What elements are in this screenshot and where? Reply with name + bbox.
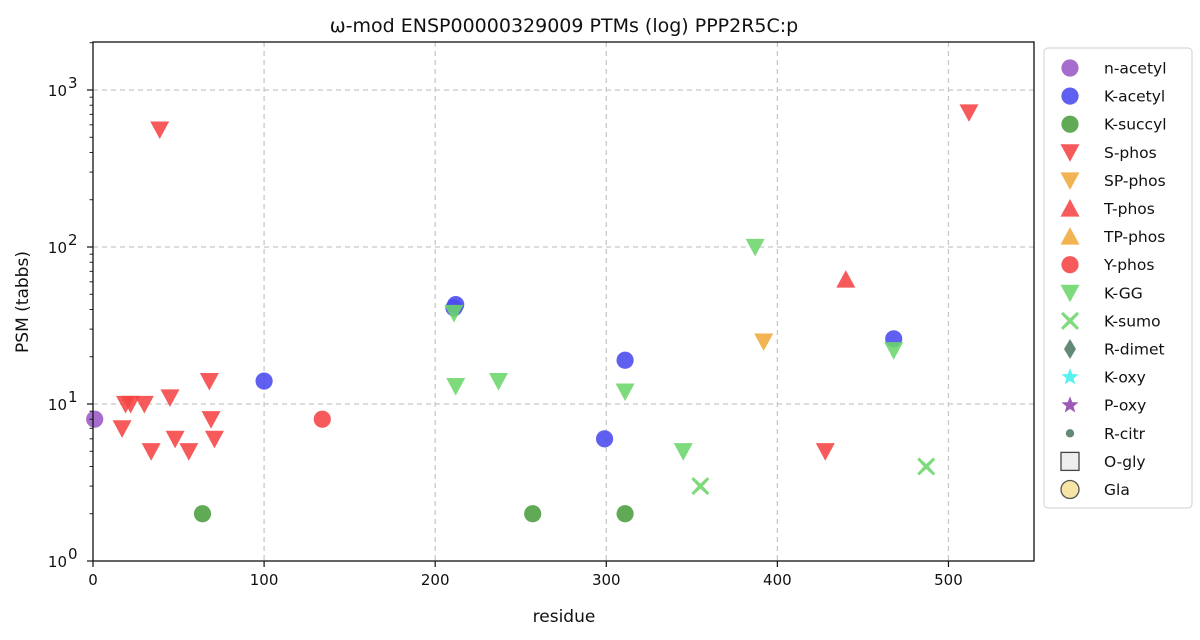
data-point-Y-phos: [313, 410, 331, 428]
x-tick-label: 400: [763, 571, 792, 589]
legend-marker-K-oxy: [1061, 368, 1079, 385]
data-point-S-phos: [160, 389, 180, 408]
grid-lines: [93, 42, 1034, 561]
data-point-S-phos: [141, 443, 161, 461]
data-point-T-phos: [836, 270, 856, 288]
data-point-K-sumo: [917, 457, 936, 476]
data-point-K-acetyl: [255, 372, 273, 390]
legend-label: K-sumo: [1104, 312, 1161, 330]
data-point-S-phos: [179, 443, 199, 461]
legend-marker-R-dimet: [1064, 339, 1076, 359]
legend-marker-Gla: [1060, 479, 1080, 500]
legend-label: n-acetyl: [1104, 60, 1167, 78]
legend-marker-P-oxy: [1061, 396, 1079, 413]
legend-label: P-oxy: [1104, 397, 1146, 415]
legend-label: K-succyl: [1104, 116, 1167, 134]
x-tick-label: 200: [421, 571, 450, 589]
legend-marker-n-acetyl: [1061, 59, 1079, 77]
data-point-K-acetyl: [595, 430, 614, 448]
data-point-SP-phos: [754, 333, 774, 352]
data-point-K-GG: [444, 304, 464, 323]
legend-marker-K-acetyl: [1061, 87, 1079, 105]
x-tick-label: 100: [250, 571, 279, 589]
data-point-K-GG: [884, 342, 904, 360]
legend-label: R-dimet: [1104, 341, 1165, 359]
legend-label: TP-phos: [1103, 228, 1165, 246]
legend-items: n-acetyl K-acetyl K-succyl S-phos SP-phos T-p…: [1060, 59, 1167, 500]
legend-label: S-phos: [1104, 144, 1157, 162]
legend-marker-SP-phos: [1060, 172, 1080, 190]
data-point-S-phos: [199, 372, 219, 391]
data-point-K-succyl: [524, 505, 542, 523]
y-tick-label: 10: [48, 82, 67, 100]
y-tick-label: 10: [48, 239, 67, 257]
x-axis-label: residue: [533, 607, 596, 627]
legend-marker-R-citr: [1065, 429, 1075, 438]
y-axis-label: PSM (tabbs): [13, 251, 33, 353]
plot-area-frame: [92, 41, 1035, 562]
data-point-K-sumo: [691, 477, 710, 496]
legend-marker-K-sumo: [1061, 311, 1079, 330]
y-tick-label: 10: [48, 396, 67, 414]
legend-label: R-citr: [1104, 425, 1146, 443]
data-point-K-GG: [615, 383, 635, 402]
legend-frame: [1043, 47, 1193, 509]
data-point-K-GG: [745, 238, 765, 257]
legend-marker-O-gly: [1060, 451, 1080, 472]
data-point-K-succyl: [616, 505, 634, 523]
data-point-K-GG: [673, 443, 693, 461]
x-tick-label: 500: [934, 571, 963, 589]
data-point-S-phos: [201, 411, 221, 429]
y-tick-exponent: 3: [68, 74, 78, 92]
legend-marker-TP-phos: [1060, 227, 1080, 245]
data-points: [86, 104, 979, 523]
data-point-K-acetyl: [616, 351, 634, 369]
legend-label: Gla: [1104, 481, 1130, 499]
legend-label: K-GG: [1104, 284, 1143, 302]
legend-label: T-phos: [1103, 200, 1155, 218]
chart-title: ω-mod ENSP00000329009 PTMs (log) PPP2R5C…: [330, 15, 798, 37]
y-tick-exponent: 2: [68, 231, 78, 249]
y-tick-exponent: 1: [68, 388, 78, 406]
data-point-S-phos: [815, 443, 835, 461]
data-point-K-GG: [446, 378, 466, 396]
legend-marker-S-phos: [1060, 144, 1080, 162]
legend-marker-K-succyl: [1061, 115, 1079, 133]
legend: n-acetyl K-acetyl K-succyl S-phos SP-phos T-p…: [1043, 47, 1193, 509]
y-tick-label: 10: [48, 553, 67, 571]
y-tick-exponent: 0: [68, 545, 78, 563]
data-point-K-GG: [488, 372, 508, 391]
legend-label: SP-phos: [1104, 172, 1166, 190]
data-point-S-phos: [121, 395, 141, 414]
data-point-S-phos: [204, 430, 224, 449]
x-tick-label: 0: [88, 571, 98, 589]
legend-marker-Y-phos: [1061, 256, 1079, 274]
legend-label: K-oxy: [1104, 369, 1146, 387]
legend-label: O-gly: [1104, 453, 1146, 471]
data-point-S-phos: [165, 430, 185, 449]
data-point-S-phos: [959, 104, 979, 122]
legend-marker-T-phos: [1060, 199, 1080, 217]
legend-label: K-acetyl: [1104, 88, 1165, 106]
data-point-K-succyl: [193, 505, 212, 523]
data-point-S-phos: [112, 420, 132, 438]
x-tick-label: 300: [592, 571, 621, 589]
data-point-n-acetyl: [86, 410, 104, 428]
legend-marker-K-GG: [1060, 284, 1080, 303]
data-point-S-phos: [150, 121, 170, 140]
legend-label: Y-phos: [1103, 256, 1154, 274]
data-point-S-phos: [134, 395, 154, 414]
